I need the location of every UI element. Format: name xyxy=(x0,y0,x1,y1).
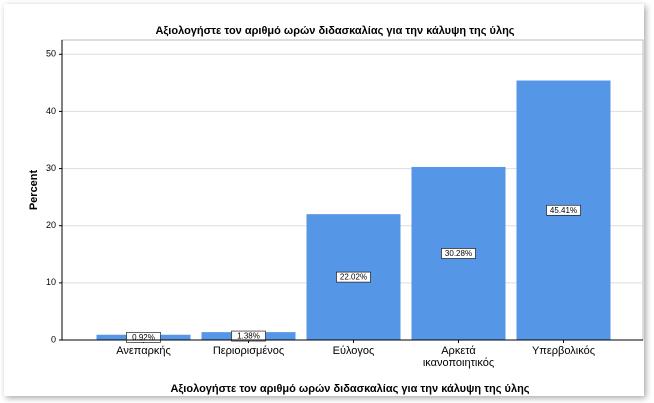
y-tick-label: 50 xyxy=(46,49,56,59)
value-label-box xyxy=(126,332,161,343)
x-tick-label: Ανεπαρκής xyxy=(116,345,171,357)
value-label: 1.38% xyxy=(237,332,260,341)
value-label: 45.41% xyxy=(550,206,577,215)
value-label-box xyxy=(231,330,266,342)
y-axis-title: Percent xyxy=(28,169,40,210)
y-tick-label: 20 xyxy=(46,220,56,230)
y-tick-label: 0 xyxy=(51,334,56,344)
y-tick-label: 40 xyxy=(46,106,56,116)
x-tick-label: Αρκετά ικανοποιητικός xyxy=(422,345,495,369)
value-label-box xyxy=(336,271,371,283)
x-tick-label: Εύλογος xyxy=(332,345,375,357)
x-tick-label: Υπερβολικός xyxy=(531,345,596,357)
y-tick-label: 30 xyxy=(46,163,56,173)
value-label-box xyxy=(441,248,476,259)
chart-title: Αξιολογήστε τον αριθμό ωρών διδασκαλίας … xyxy=(155,25,514,37)
value-label-box xyxy=(546,204,581,216)
value-label: 30.28% xyxy=(445,249,472,258)
x-tick-label: Περιορισμένος xyxy=(212,345,285,357)
y-tick-label: 10 xyxy=(46,277,56,287)
value-label: 0.92% xyxy=(132,333,155,342)
x-axis-title: Αξιολογήστε τον αριθμό ωρών διδασκαλίας … xyxy=(170,383,529,395)
value-label: 22.02% xyxy=(340,273,367,282)
